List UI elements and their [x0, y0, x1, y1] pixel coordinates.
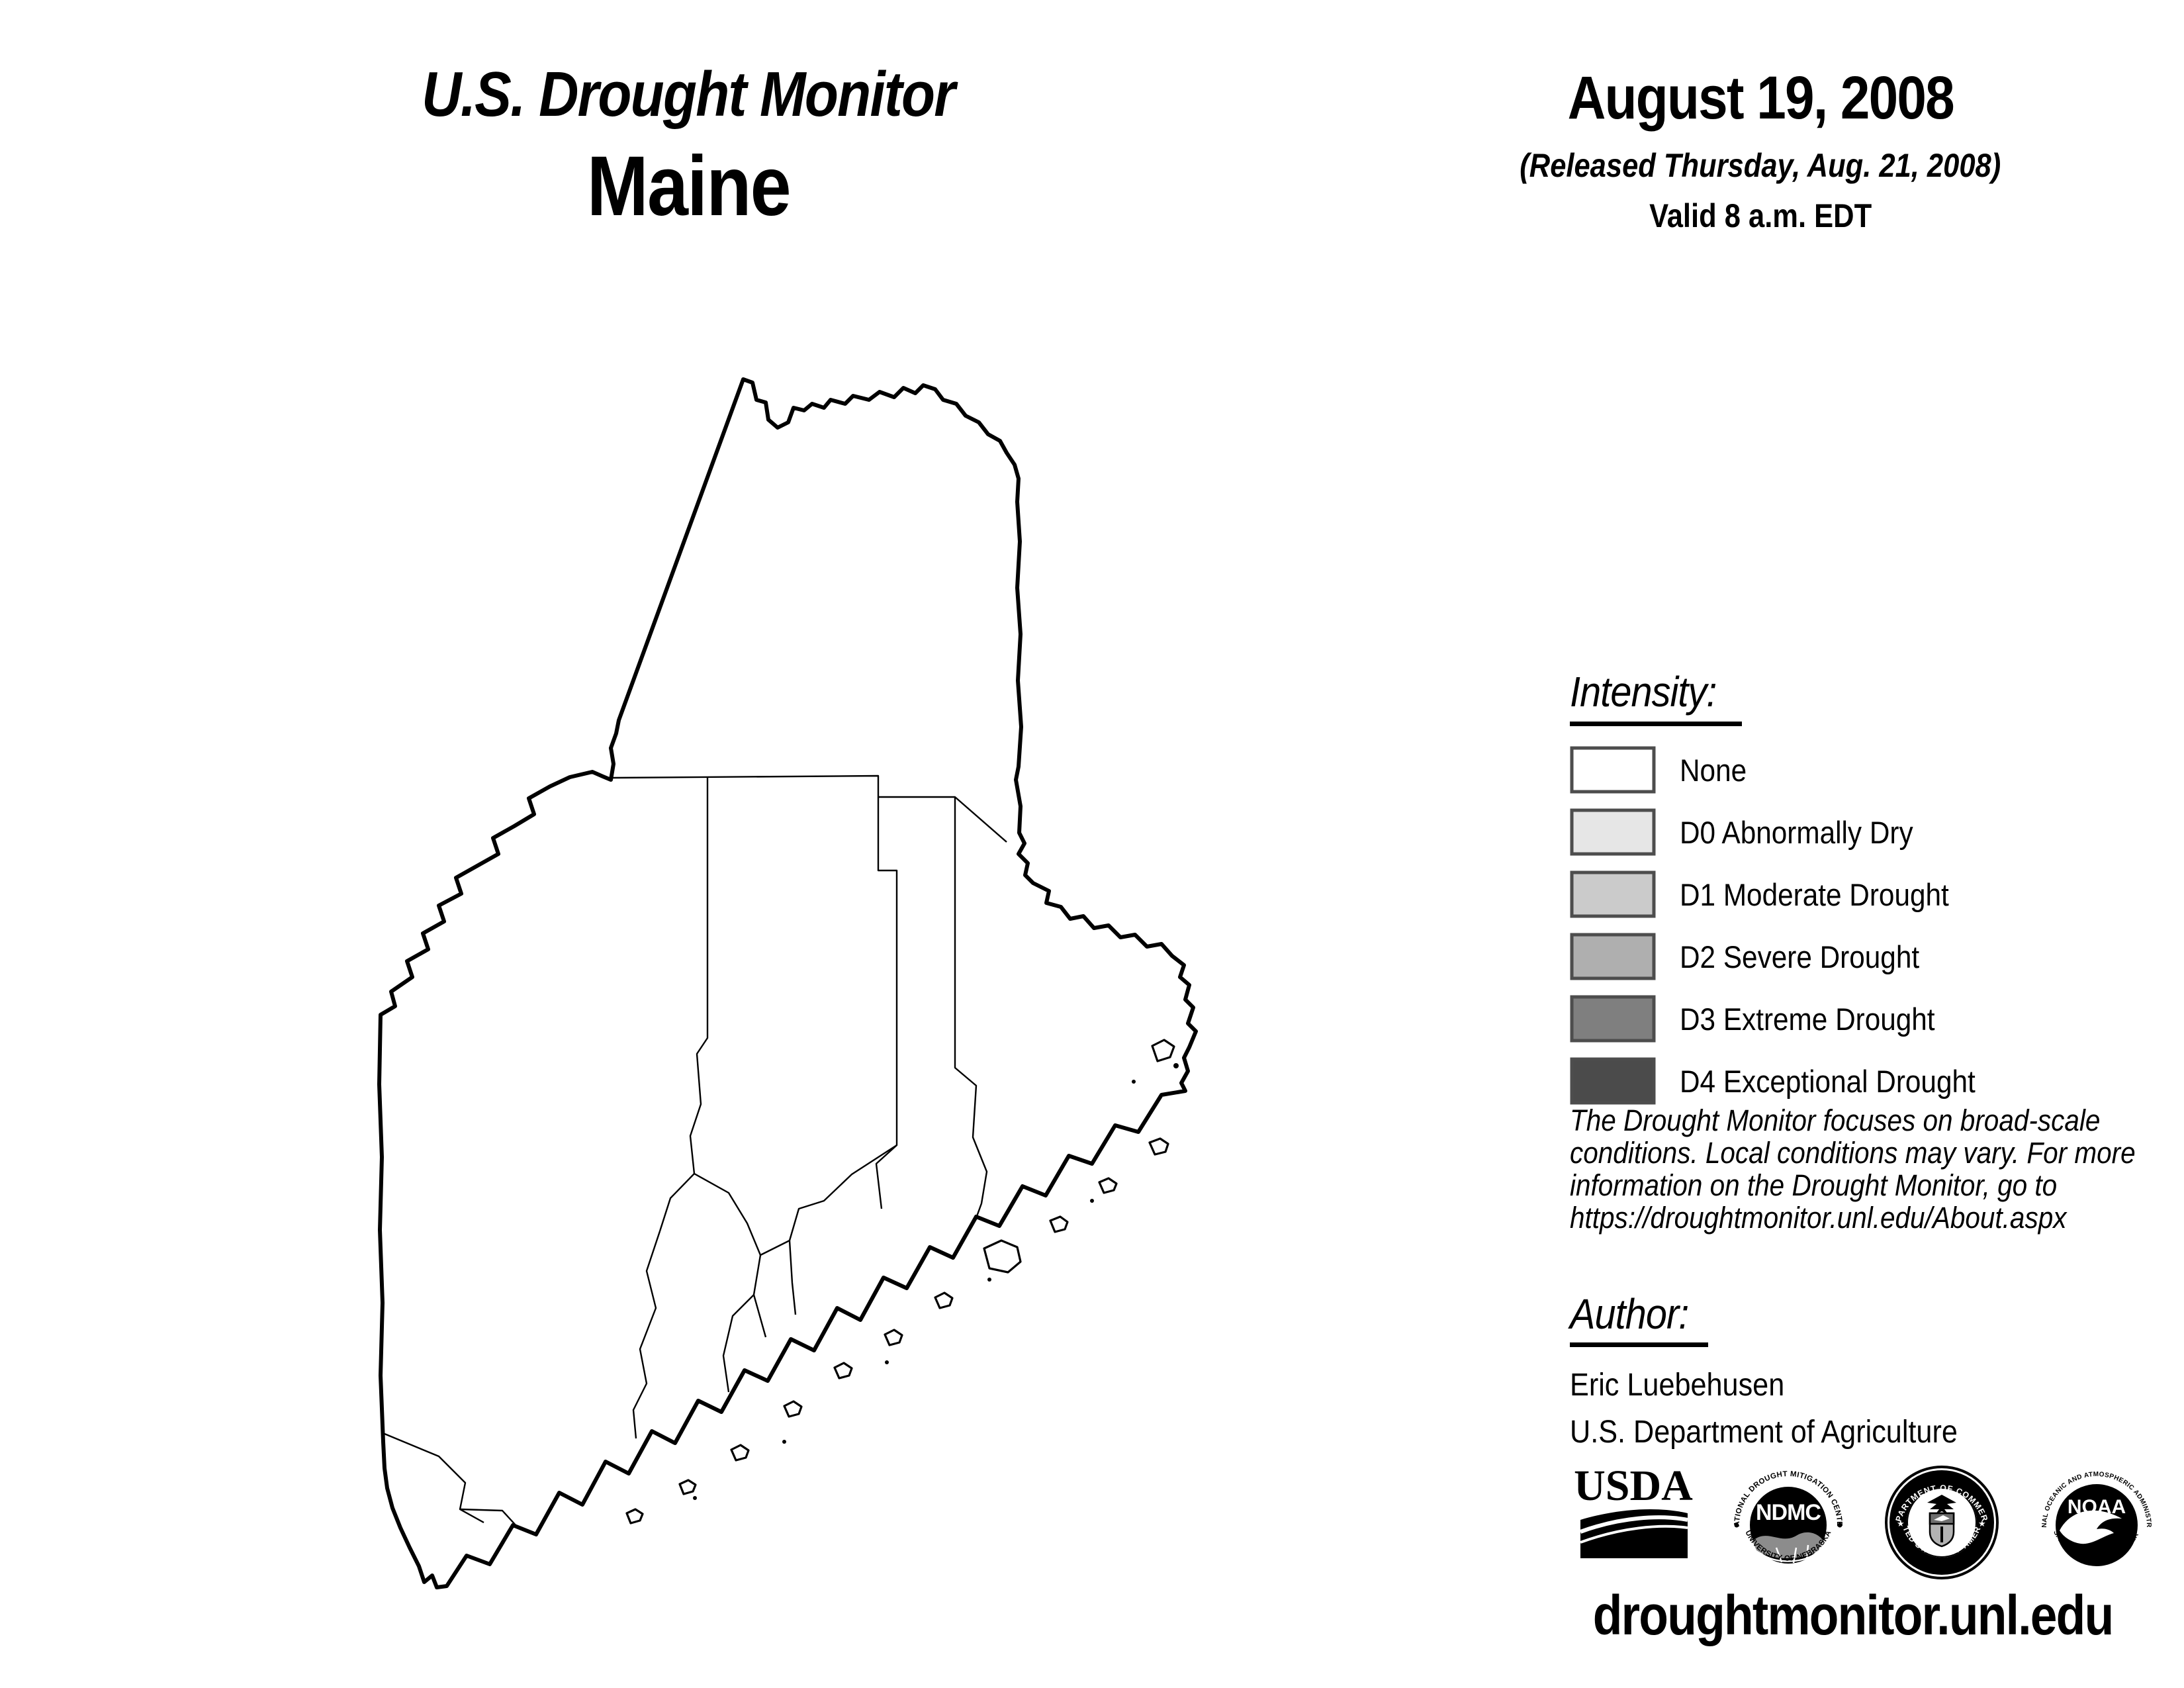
legend-label-text: D1 Moderate Drought: [1680, 876, 1949, 912]
doc-shield: [1929, 1512, 1955, 1548]
date-block: August 19, 2008 (Released Thursday, Aug.…: [1403, 64, 2118, 235]
site-url: droughtmonitor.unl.edu: [1522, 1583, 2184, 1648]
disclaimer-line: information on the Drought Monitor, go t…: [1570, 1169, 2184, 1201]
page-title: U.S. Drought Monitor: [265, 58, 1112, 131]
doc-star-left: ★: [1897, 1519, 1905, 1528]
valid-time: Valid 8 a.m. EDT: [1403, 197, 2118, 235]
state-title-text: Maine: [586, 139, 792, 234]
ndmc-dot-right: [1837, 1523, 1843, 1528]
legend-label-text: D4 Exceptional Drought: [1680, 1063, 1976, 1099]
coastal-islands: [625, 1039, 1175, 1524]
doc-star-right: ★: [1978, 1519, 1986, 1528]
legend-heading: Intensity:: [1570, 667, 1743, 726]
county-boundaries: [384, 774, 1007, 1527]
disclaimer-text: conditions. Local conditions may vary. F…: [1570, 1136, 2136, 1170]
author-name: Eric Luebehusen: [1570, 1367, 2001, 1403]
release-date: (Released Thursday, Aug. 21, 2008): [1403, 146, 2118, 185]
legend-row-d2: D2 Severe Drought: [1570, 933, 2008, 980]
ndmc-logo: NDMC NATIONAL DROUGHT MITIGATION CENTER …: [1730, 1459, 1843, 1564]
site-url-text: droughtmonitor.unl.edu: [1593, 1584, 2115, 1646]
legend-label: D3 Extreme Drought: [1680, 1001, 1963, 1037]
usda-swoosh-1: [1579, 1515, 1688, 1534]
ndmc-network-lines: [1761, 1544, 1815, 1564]
disclaimer-text: The Drought Monitor focuses on broad-sca…: [1570, 1103, 2101, 1137]
disclaimer-line: https://droughtmonitor.unl.edu/About.asp…: [1570, 1201, 2184, 1234]
doc-black-band: [1889, 1470, 1994, 1575]
commerce-seal: DEPARTMENT OF COMMERCE UNITED STATES OF …: [1884, 1459, 1999, 1579]
legend-label: D0 Abnormally Dry: [1680, 814, 1939, 851]
legend-label: D4 Exceptional Drought: [1680, 1063, 2008, 1100]
disclaimer-text: https://droughtmonitor.unl.edu/About.asp…: [1570, 1201, 2067, 1235]
page-title-text: U.S. Drought Monitor: [422, 59, 956, 130]
legend-label: D1 Moderate Drought: [1680, 876, 1979, 913]
title-block: U.S. Drought Monitor Maine: [265, 58, 1112, 235]
island-dots: [693, 1063, 1179, 1500]
author-org: U.S. Department of Agriculture: [1570, 1414, 2001, 1450]
maine-map-svg: [377, 377, 1198, 1589]
legend-label-text: D3 Extreme Drought: [1680, 1001, 1935, 1037]
noaa-logo: NOAA NATIONAL OCEANIC AND ATMOSPHERIC AD…: [2037, 1459, 2152, 1566]
disclaimer: The Drought Monitor focuses on broad-sca…: [1570, 1104, 2184, 1234]
ndmc-wordmark: NDMC: [1756, 1500, 1821, 1525]
usda-logo: USDA: [1574, 1462, 1693, 1558]
maine-state-outline: [377, 377, 1198, 1589]
intensity-legend: Intensity: None D0 Abnormally Dry D1 Mod…: [1570, 667, 2008, 1119]
author-heading-text: Author:: [1570, 1290, 1689, 1338]
legend-label: None: [1680, 752, 1754, 788]
legend-heading-text: Intensity:: [1570, 668, 1717, 716]
legend-label-text: None: [1680, 752, 1747, 788]
state-title: Maine: [265, 138, 1112, 235]
author-name-text: Eric Luebehusen: [1570, 1368, 1785, 1403]
map-date-text: August 19, 2008: [1567, 64, 1954, 132]
usda-wordmark: USDA: [1574, 1462, 1693, 1510]
doc-eagle: [1927, 1495, 1956, 1515]
author-heading: Author:: [1570, 1289, 1709, 1347]
valid-time-text: Valid 8 a.m. EDT: [1649, 197, 1872, 234]
disclaimer-text: information on the Drought Monitor, go t…: [1570, 1168, 2058, 1202]
maine-drought-map: [361, 343, 1234, 1614]
legend-label: D2 Severe Drought: [1680, 939, 1946, 975]
ndmc-dot-left: [1734, 1523, 1739, 1528]
author-block: Author: Eric Luebehusen U.S. Department …: [1570, 1289, 2001, 1450]
release-date-text: (Released Thursday, Aug. 21, 2008): [1520, 147, 2001, 184]
legend-swatch-d2: [1570, 933, 1656, 980]
author-org-text: U.S. Department of Agriculture: [1570, 1415, 1958, 1450]
legend-row-none: None: [1570, 746, 2008, 794]
legend-swatch-none: [1570, 746, 1656, 794]
legend-swatch-d1: [1570, 870, 1656, 918]
legend-swatch-d0: [1570, 808, 1656, 856]
map-date: August 19, 2008: [1403, 64, 2118, 133]
legend-rows: None D0 Abnormally Dry D1 Moderate Droug…: [1570, 746, 2008, 1105]
disclaimer-line: conditions. Local conditions may vary. F…: [1570, 1137, 2184, 1169]
legend-row-d3: D3 Extreme Drought: [1570, 995, 2008, 1043]
ndmc-wave: [1752, 1532, 1823, 1558]
legend-row-d0: D0 Abnormally Dry: [1570, 808, 2008, 856]
usda-swoosh-2: [1580, 1524, 1688, 1544]
disclaimer-line: The Drought Monitor focuses on broad-sca…: [1570, 1104, 2184, 1137]
legend-swatch-d3: [1570, 995, 1656, 1043]
legend-row-d1: D1 Moderate Drought: [1570, 870, 2008, 918]
agency-logos: USDA NDMC NATIONAL DROUGHT MITIGATION CE…: [1574, 1459, 2156, 1582]
doc-outer-ring: [1885, 1466, 1999, 1579]
legend-label-text: D2 Severe Drought: [1680, 939, 1920, 974]
legend-row-d4: D4 Exceptional Drought: [1570, 1057, 2008, 1105]
legend-swatch-d4: [1570, 1057, 1656, 1105]
legend-label-text: D0 Abnormally Dry: [1680, 814, 1913, 850]
noaa-bird: [2060, 1510, 2122, 1544]
usda-field-shape: [1580, 1509, 1688, 1558]
